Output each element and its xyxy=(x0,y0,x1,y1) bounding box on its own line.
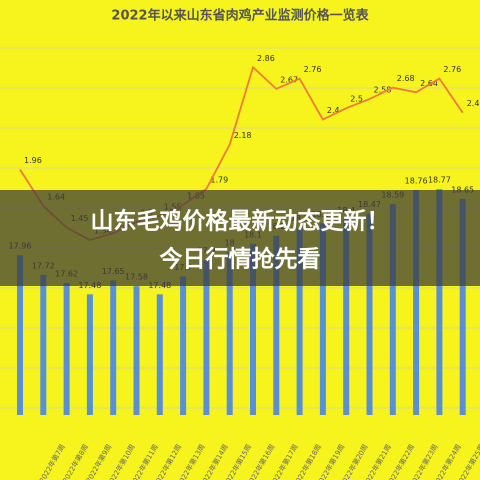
bar xyxy=(40,274,47,415)
bar xyxy=(273,235,280,415)
bar xyxy=(203,260,210,415)
bar-label: 18.76 xyxy=(405,177,428,186)
line-label: 2.4 xyxy=(327,106,340,115)
bar xyxy=(156,294,163,415)
line-label: 2.76 xyxy=(304,65,322,74)
bar xyxy=(389,203,396,415)
bar xyxy=(226,251,233,415)
banner-background xyxy=(0,190,480,286)
line-label: 2.18 xyxy=(234,131,252,140)
bar xyxy=(343,219,350,415)
bar xyxy=(17,255,23,415)
bar xyxy=(110,280,117,415)
line-label: 2.5 xyxy=(350,95,363,104)
bar xyxy=(180,276,187,415)
bar xyxy=(413,190,420,415)
bar xyxy=(459,198,466,415)
bar xyxy=(86,294,93,415)
line-label: 2.86 xyxy=(257,54,275,63)
bar xyxy=(296,227,303,415)
bar xyxy=(133,286,140,415)
bar xyxy=(319,223,326,415)
line-label: 1.96 xyxy=(24,156,42,165)
line-label: 2.58 xyxy=(374,86,392,95)
bar xyxy=(366,213,373,415)
line-label: 2.76 xyxy=(443,65,461,74)
bar xyxy=(63,282,70,415)
chart-title: 2022年以来山东省肉鸡产业监测价格一览表 xyxy=(111,8,369,24)
banner-line: 山东毛鸡价格最新动态更新！ xyxy=(91,208,390,235)
banner-line: 今日行情抢先看 xyxy=(160,246,321,273)
bar xyxy=(436,189,443,415)
line-label: 2.64 xyxy=(420,79,438,88)
bar-label: 18.65 xyxy=(451,185,474,194)
line-label: 2.46 xyxy=(467,99,480,108)
line-label: 2.67 xyxy=(280,75,298,84)
line-label: 2.68 xyxy=(397,74,415,83)
line-label: 1.79 xyxy=(210,175,228,184)
bar xyxy=(250,243,256,415)
bar-label: 18.77 xyxy=(428,176,451,185)
